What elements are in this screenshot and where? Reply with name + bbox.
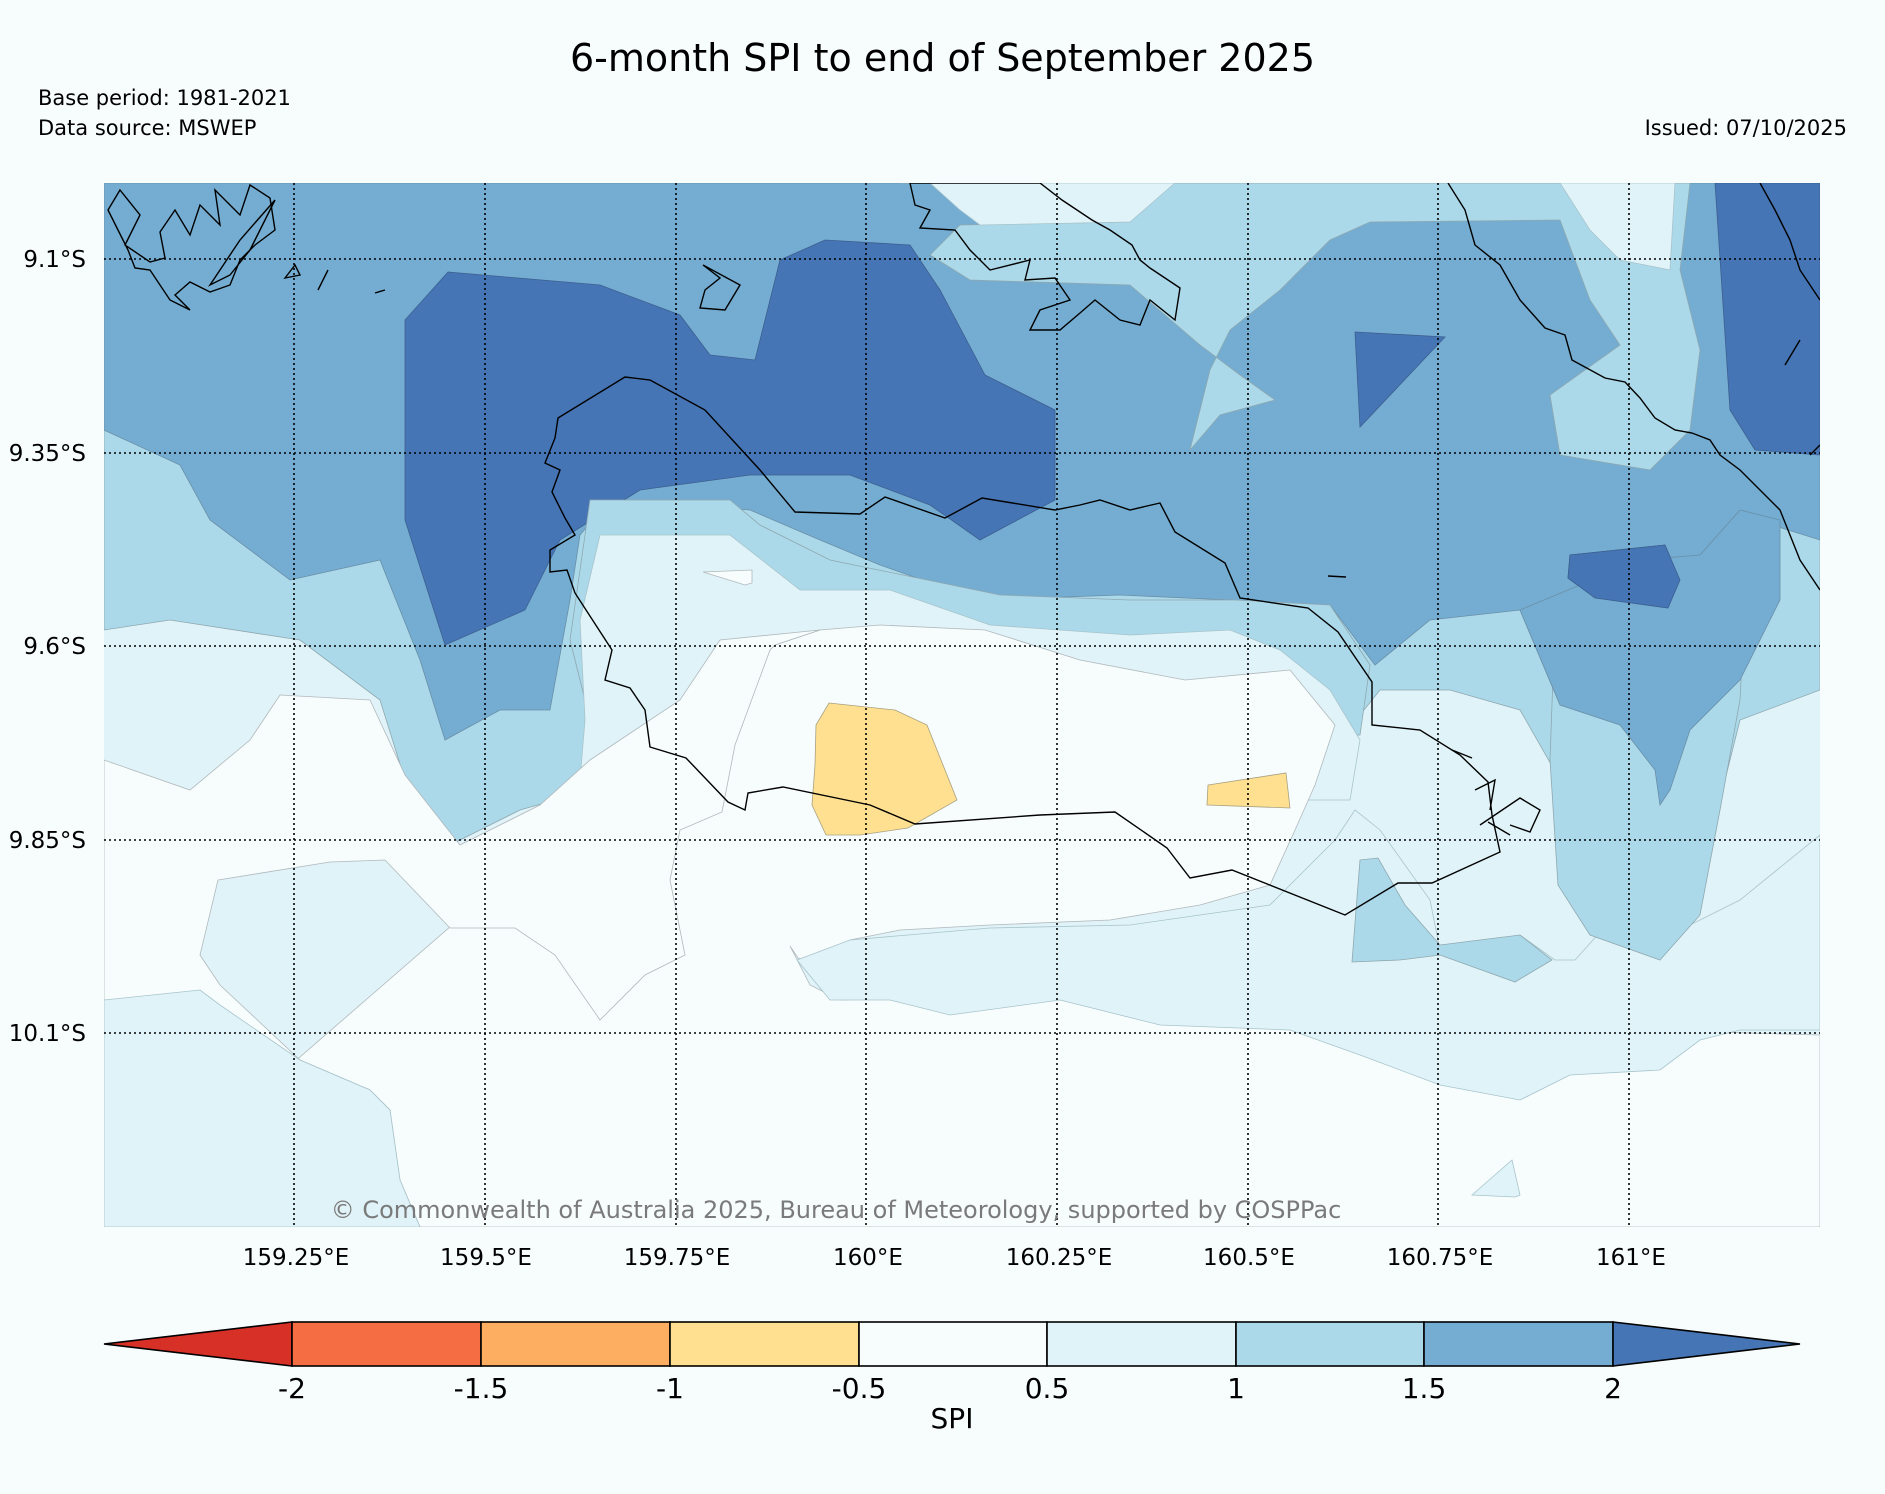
colorbar-tick: -1 (656, 1372, 684, 1405)
contour-pocket-1-1.5 (900, 183, 1701, 471)
colorbar-segment (1423, 1321, 1614, 1367)
colorbar (103, 1321, 1801, 1367)
colorbar-tick: -0.5 (832, 1372, 887, 1405)
colorbar-segment (669, 1321, 860, 1367)
contour-pocket-0.5-1-b (1559, 183, 1676, 271)
colorbar-tick: -1.5 (454, 1372, 509, 1405)
data-source: Data source: MSWEP (38, 116, 257, 140)
base-period: Base period: 1981-2021 (38, 86, 291, 110)
colorbar-extend-low (103, 1321, 293, 1367)
lat-label: 9.1°S (23, 247, 86, 273)
graticule (104, 183, 1820, 1227)
colorbar-tick: 1.5 (1402, 1372, 1447, 1405)
contour-band-neutral-small-1 (702, 569, 753, 586)
colorbar-tick: -2 (278, 1372, 306, 1405)
issued-date: Issued: 07/10/2025 (1644, 116, 1847, 140)
coastline-san-cristobal-tip (1451, 749, 1541, 836)
copyright-notice: © Commonwealth of Australia 2025, Bureau… (331, 1196, 1342, 1224)
contour-band-above-2-small-1 (1354, 331, 1446, 428)
contour-band-above-2-central (404, 239, 1056, 646)
coastline-northwest (107, 183, 276, 311)
colorbar-segment (858, 1321, 1048, 1367)
contour-band-1-1.5-south-east (1351, 857, 1553, 983)
lat-label: 9.6°S (23, 634, 86, 660)
colorbar-extend-high (1612, 1321, 1801, 1367)
lon-label: 160°E (833, 1245, 903, 1271)
contour-fills (104, 183, 1820, 1227)
contour-band-0.5-1-southwest (104, 989, 421, 1227)
colorbar-tick: 2 (1604, 1372, 1622, 1405)
colorbar-segment (291, 1321, 482, 1367)
lon-label: 160.75°E (1387, 1245, 1494, 1271)
lat-label: 9.85°S (9, 828, 86, 854)
coastline-florida-islands (699, 264, 741, 311)
coastline-malaita-north (909, 183, 1181, 331)
contour-band-dry-1 (811, 702, 958, 836)
lat-label: 9.35°S (9, 441, 86, 467)
contour-band-above-2-east-lobe (1567, 544, 1681, 609)
lon-label: 159.75°E (624, 1245, 731, 1271)
colorbar-tick: 1 (1227, 1372, 1245, 1405)
contour-band-0.5-1-south-east (796, 809, 1820, 1101)
contour-band-dry-2 (1206, 772, 1291, 809)
coastline-malaita (1447, 183, 1820, 591)
lon-label: 160.25°E (1006, 1245, 1113, 1271)
coastline-guadalcanal (544, 376, 1501, 916)
coastline-small-islet (1327, 575, 1347, 578)
lat-label: 10.1°S (9, 1021, 86, 1047)
colorbar-segment (480, 1321, 671, 1367)
coastline-northwest-islands (207, 199, 386, 294)
lon-label: 160.5°E (1203, 1245, 1295, 1271)
coastline-malaita-east (1759, 183, 1820, 456)
contour-pocket-0.5-1 (929, 183, 1176, 226)
colorbar-segment (1235, 1321, 1425, 1367)
colorbar-title: SPI (931, 1402, 974, 1435)
lon-label: 159.25°E (243, 1245, 350, 1271)
coastlines (107, 183, 1820, 916)
lon-label: 159.5°E (440, 1245, 532, 1271)
lon-label: 161°E (1596, 1245, 1666, 1271)
colorbar-segment (1046, 1321, 1237, 1367)
map-title: 6-month SPI to end of September 2025 (569, 36, 1316, 80)
contour-band-0.5-1-small (1470, 1159, 1521, 1198)
colorbar-tick: 0.5 (1025, 1372, 1070, 1405)
